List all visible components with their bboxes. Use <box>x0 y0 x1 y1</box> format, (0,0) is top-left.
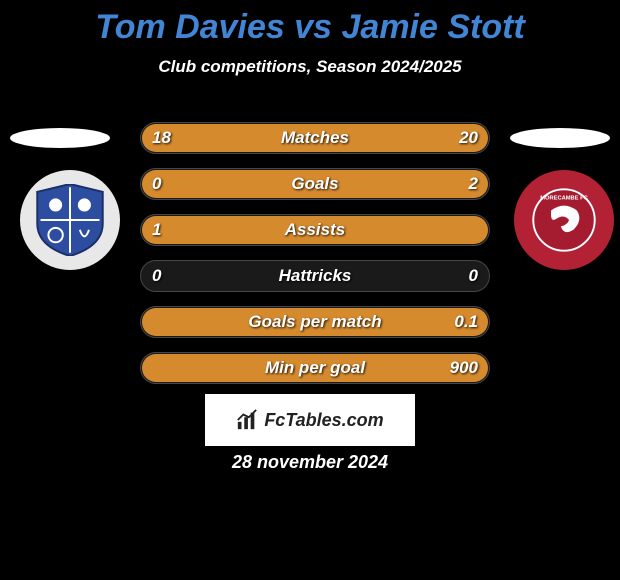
stat-row-hattricks: 00Hattricks <box>140 260 490 292</box>
stat-row-assists: 1Assists <box>140 214 490 246</box>
date-text: 28 november 2024 <box>0 452 620 473</box>
stat-row-goals-per-match: 0.1Goals per match <box>140 306 490 338</box>
club-crest-right: MORECAMBE FC <box>514 170 614 270</box>
stat-row-goals: 02Goals <box>140 168 490 200</box>
club-crest-left <box>20 170 120 270</box>
player1-frame <box>10 128 110 148</box>
page-subtitle: Club competitions, Season 2024/2025 <box>0 57 620 77</box>
chart-icon <box>236 409 258 431</box>
player2-frame <box>510 128 610 148</box>
shrimp-crest-icon: MORECAMBE FC <box>532 188 596 252</box>
bar-label: Assists <box>140 214 490 246</box>
comparison-card: Tom Davies vs Jamie Stott Club competiti… <box>0 0 620 580</box>
page-title: Tom Davies vs Jamie Stott <box>0 0 620 47</box>
svg-text:MORECAMBE FC: MORECAMBE FC <box>540 196 588 202</box>
shield-icon <box>34 184 106 256</box>
stat-row-matches: 1820Matches <box>140 122 490 154</box>
bar-label: Goals per match <box>140 306 490 338</box>
stat-row-min-per-goal: 900Min per goal <box>140 352 490 384</box>
bar-label: Matches <box>140 122 490 154</box>
stat-bars: 1820Matches 02Goals 1Assists 00Hattricks 0.1… <box>140 122 490 398</box>
brand-text: FcTables.com <box>264 410 383 431</box>
bar-label: Min per goal <box>140 352 490 384</box>
bar-label: Goals <box>140 168 490 200</box>
brand-banner[interactable]: FcTables.com <box>205 394 415 446</box>
bar-label: Hattricks <box>140 260 490 292</box>
